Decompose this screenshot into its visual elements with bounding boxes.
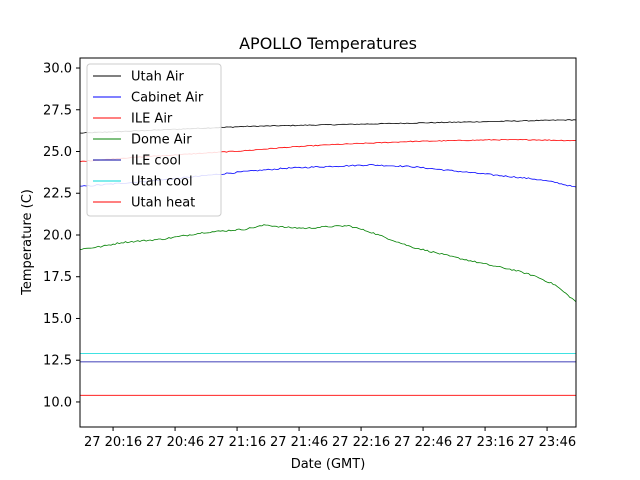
x-axis-ticks: 27 20:16 27 20:46 27 21:16 27 21:46 27 22:16… <box>84 427 576 450</box>
legend-label: Utah heat <box>131 196 195 211</box>
legend-label: Utah Air <box>131 70 184 85</box>
x-tick-label: 27 23:46 <box>518 435 576 450</box>
y-tick-label: 27.5 <box>43 103 72 118</box>
y-tick-label: 12.5 <box>43 354 72 369</box>
x-tick-label: 27 22:46 <box>394 435 452 450</box>
x-tick-label: 27 21:16 <box>208 435 266 450</box>
y-tick-label: 20.0 <box>43 228 72 243</box>
legend-label: Cabinet Air <box>131 91 204 106</box>
y-tick-label: 22.5 <box>43 187 72 202</box>
legend: Utah Air Cabinet Air ILE Air Dome Air ILE co… <box>86 63 222 217</box>
chart-title: APOLLO Temperatures <box>239 34 417 53</box>
legend-label: Dome Air <box>131 133 192 148</box>
y-tick-label: 10.0 <box>43 395 72 410</box>
x-tick-label: 27 23:16 <box>456 435 514 450</box>
legend-label: ILE Air <box>131 112 173 127</box>
y-axis-label: Temperature (C) <box>20 189 35 296</box>
y-tick-label: 15.0 <box>43 312 72 327</box>
series-line-dome-air <box>79 224 577 303</box>
x-tick-label: 27 22:16 <box>332 435 390 450</box>
x-tick-label: 27 20:16 <box>84 435 142 450</box>
y-tick-label: 17.5 <box>43 270 72 285</box>
legend-box <box>86 63 222 217</box>
x-tick-label: 27 21:46 <box>270 435 328 450</box>
x-axis-label: Date (GMT) <box>291 457 366 472</box>
y-tick-label: 30.0 <box>43 62 72 77</box>
legend-label: ILE cool <box>131 154 181 169</box>
x-tick-label: 27 20:46 <box>146 435 204 450</box>
y-axis-ticks: 10.0 12.5 15.0 17.5 20.0 22.5 25.0 27.5 30.0 <box>43 62 80 410</box>
legend-label: Utah cool <box>131 175 193 190</box>
axes-frame <box>79 57 577 428</box>
y-tick-label: 25.0 <box>43 145 72 160</box>
